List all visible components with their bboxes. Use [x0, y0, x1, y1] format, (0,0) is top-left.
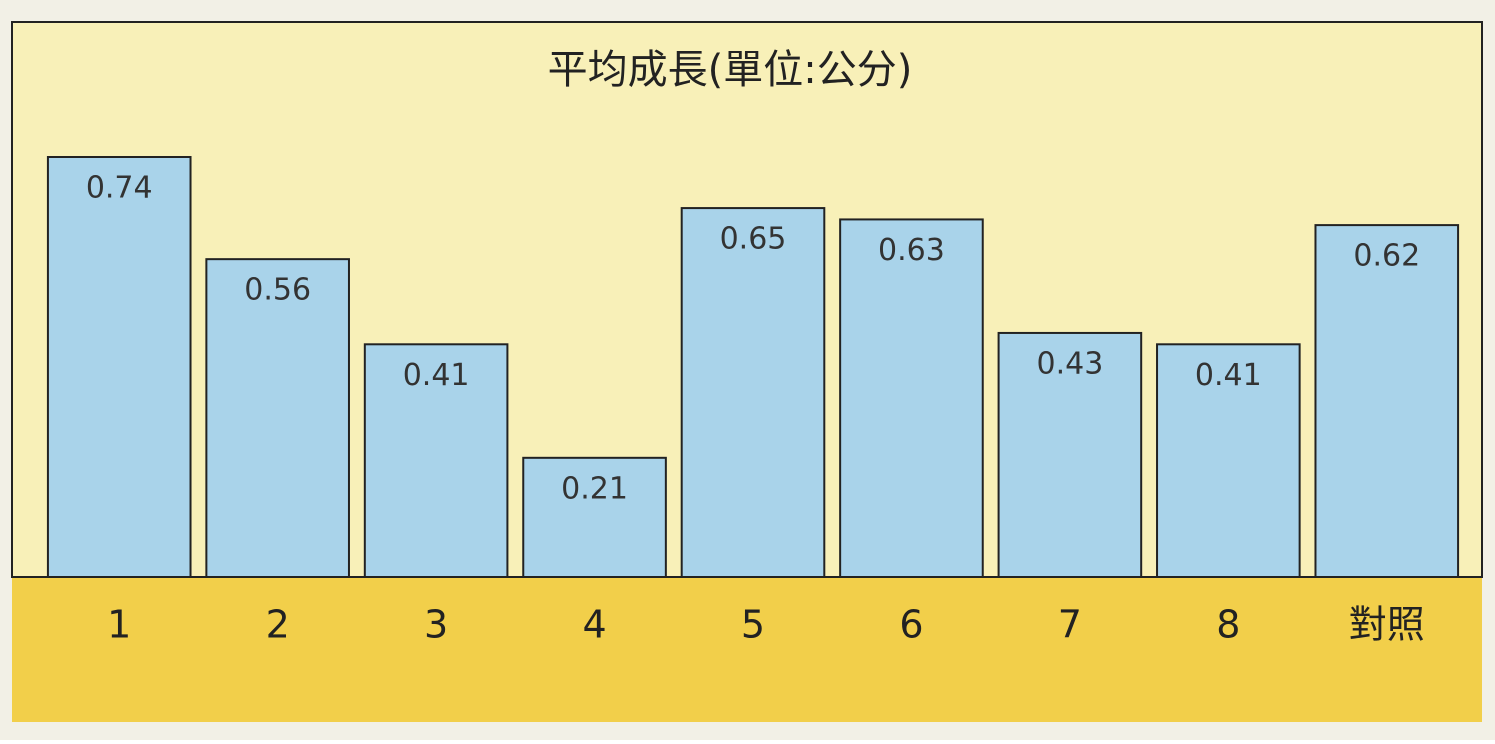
x-tick-label: 1 [107, 603, 131, 647]
bar [46, 156, 192, 578]
x-tick-label: 對照 [1349, 603, 1425, 647]
x-tick-label: 3 [424, 603, 448, 647]
x-tick-label: 6 [899, 603, 923, 647]
data-label: 0.63 [878, 233, 945, 268]
bar [680, 207, 826, 578]
data-label: 0.62 [1353, 239, 1420, 274]
x-tick-label: 4 [582, 603, 606, 647]
data-label: 0.21 [561, 471, 628, 506]
x-tick-label: 5 [741, 603, 765, 647]
bar [997, 331, 1143, 578]
bar [839, 218, 984, 578]
x-tick-label: 8 [1216, 603, 1240, 647]
bar [205, 258, 350, 578]
x-tick-label: 7 [1058, 603, 1082, 647]
data-label: 0.74 [86, 171, 153, 206]
x-tick-label: 2 [266, 603, 290, 647]
chart-title: 平均成長(單位:公分) [548, 47, 913, 93]
data-label: 0.41 [1195, 358, 1262, 393]
bar [522, 456, 667, 579]
data-label: 0.43 [1036, 346, 1103, 381]
bar [363, 343, 509, 578]
bar [1156, 343, 1301, 578]
data-label: 0.41 [403, 358, 470, 393]
data-label: 0.56 [244, 273, 311, 308]
category-band [12, 577, 1482, 722]
bar [1314, 224, 1460, 579]
data-label: 0.65 [720, 222, 787, 257]
